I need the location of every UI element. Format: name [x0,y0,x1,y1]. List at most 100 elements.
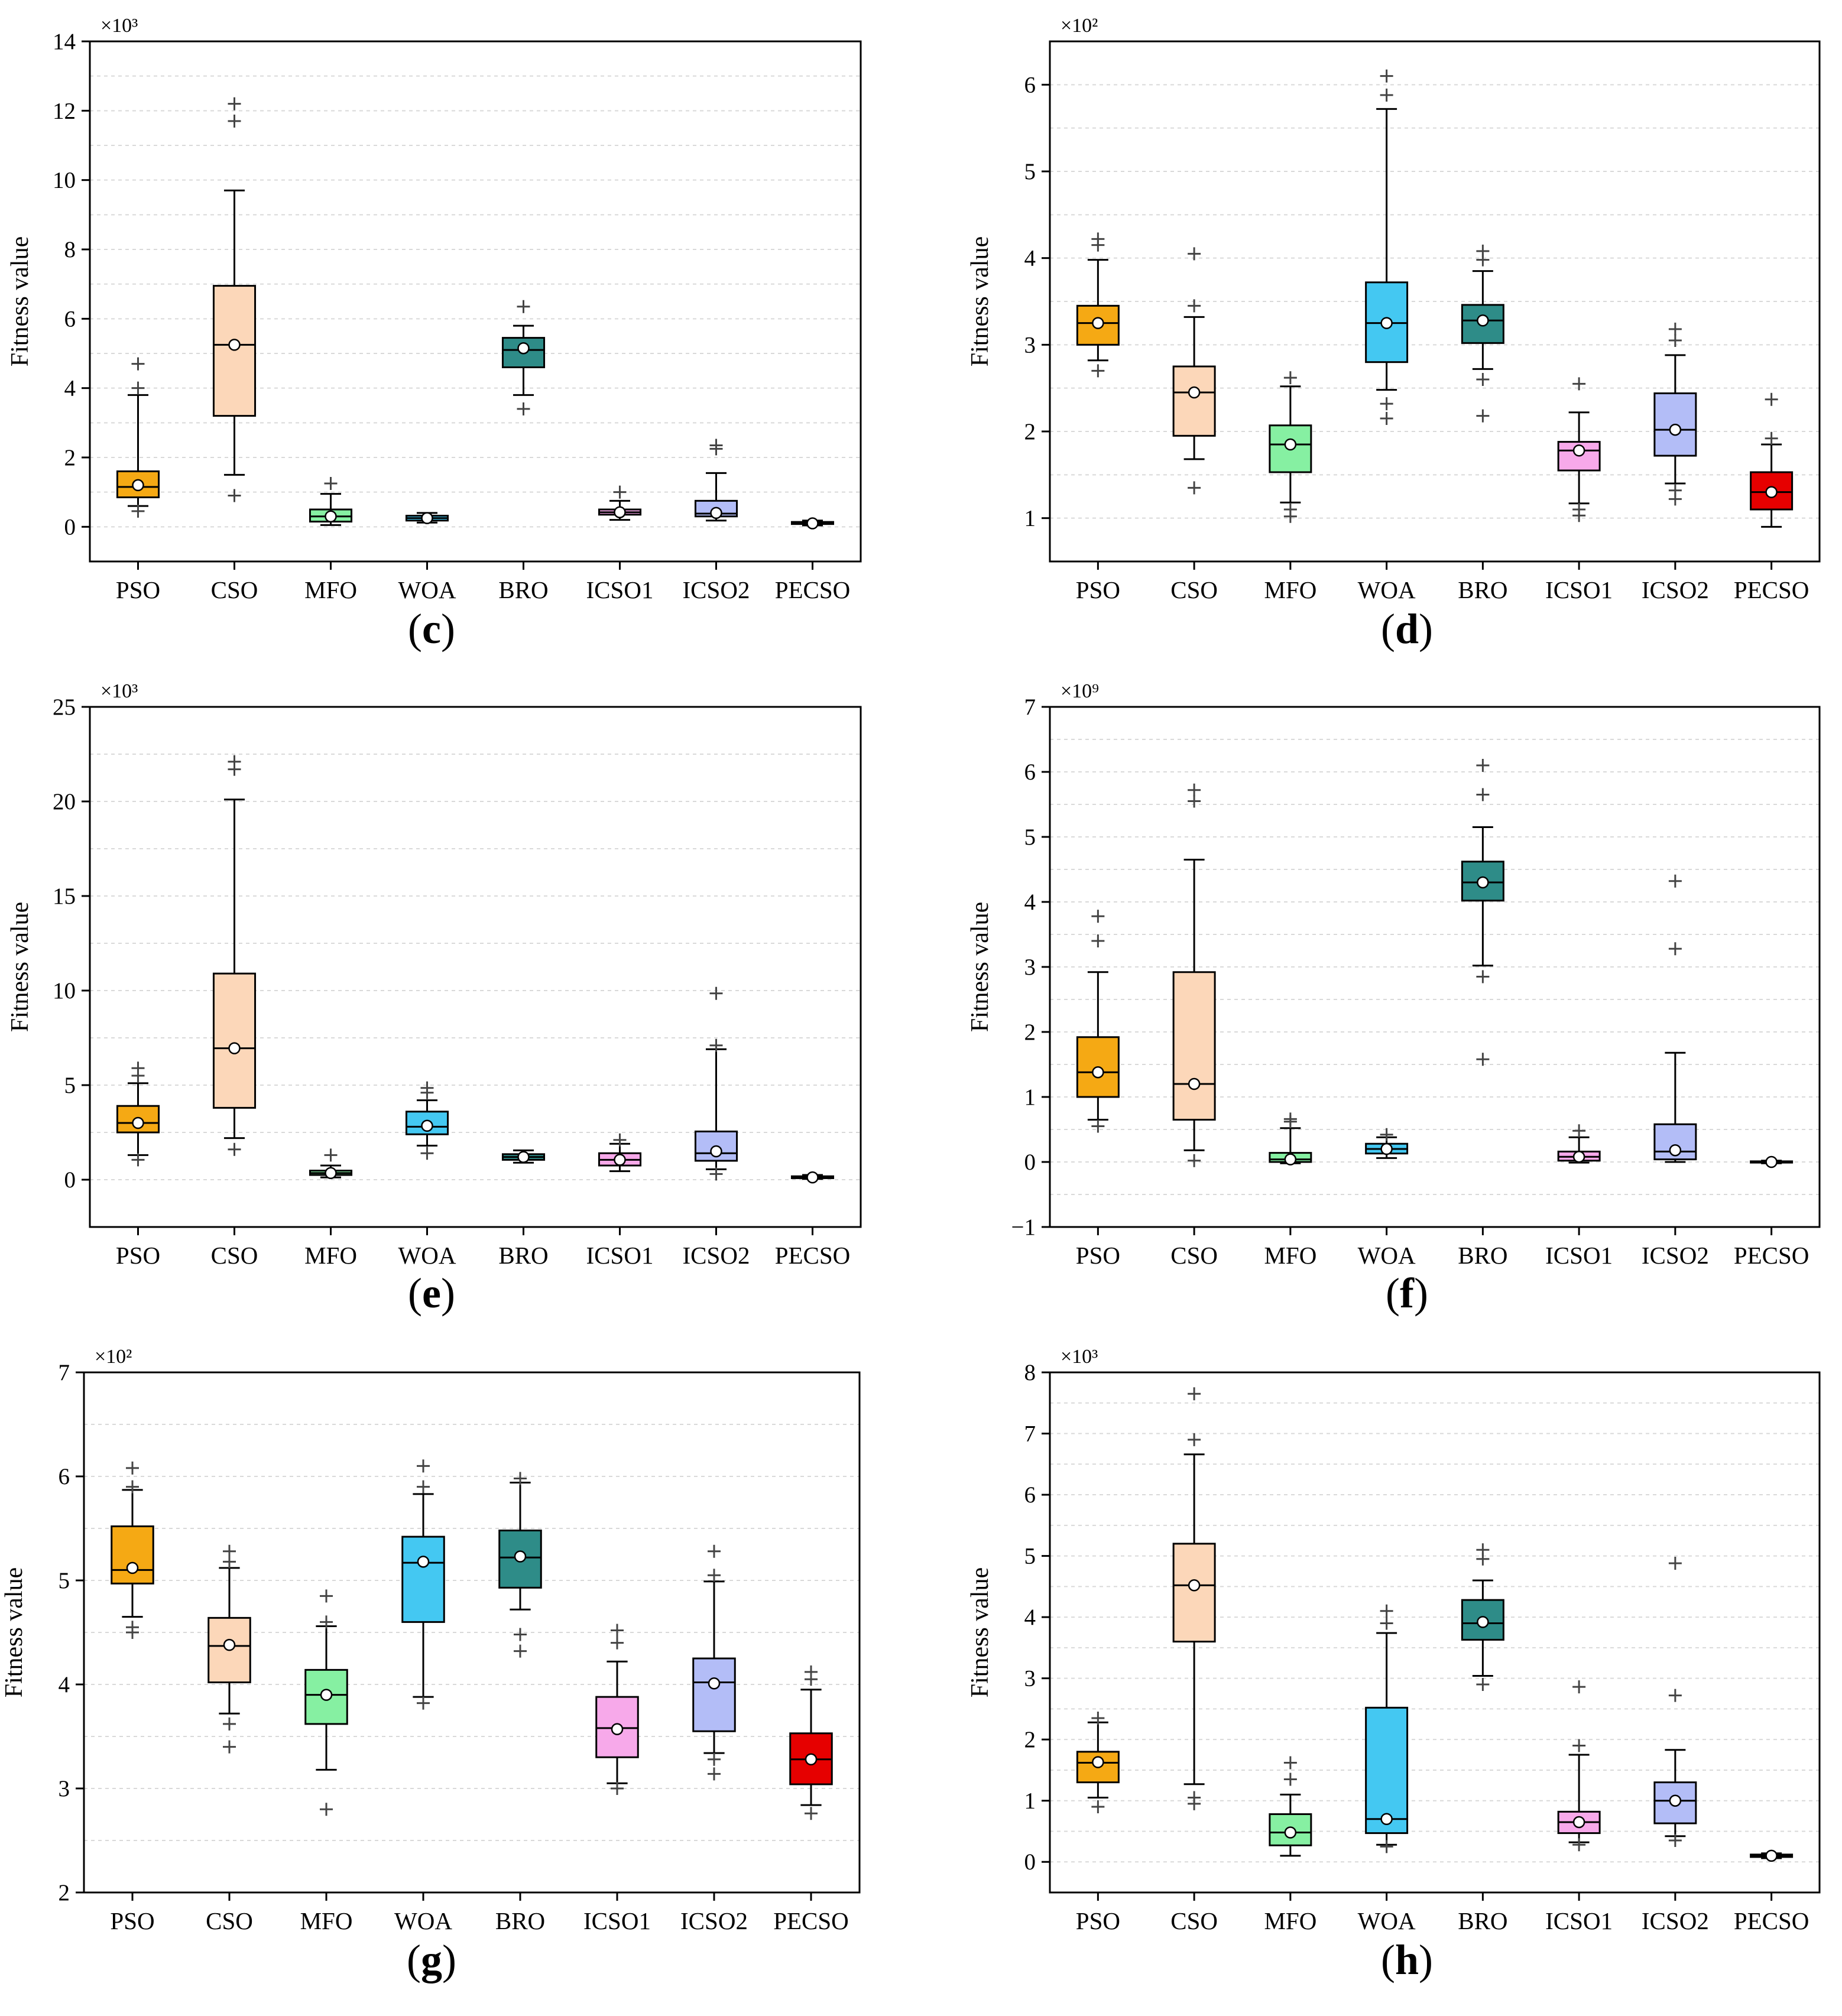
outlier-marker [223,1544,236,1558]
y-tick-label: 3 [1024,1666,1036,1692]
x-category-label: BRO [1458,1907,1507,1934]
outlier-marker [1572,1739,1586,1752]
outlier-marker [324,1148,338,1162]
outlier-marker [1476,1678,1490,1691]
x-category-label: PECSO [775,1242,851,1269]
y-tick-label: 2 [59,1880,70,1905]
outlier-marker [1572,377,1586,391]
x-category-label: CSO [206,1907,253,1934]
mean-marker [1669,1144,1682,1157]
mean-marker [614,1154,626,1166]
y-tick-label: 2 [1024,1020,1036,1045]
plot-frame [89,706,862,1228]
outlier-marker [709,439,723,452]
outlier-marker [1380,412,1393,425]
y-tick-label: 25 [53,694,76,720]
outlier-marker [1188,299,1201,313]
box-cso [207,1544,251,1754]
y-tick-label: 3 [1024,332,1036,358]
box-icso1 [598,485,642,521]
box-iqr [401,1535,445,1623]
y-tick-label: 4 [59,1672,70,1697]
x-category-label: ICSO2 [1642,1907,1709,1934]
y-tick-label: 0 [1024,1150,1036,1175]
outlier-marker [228,755,241,768]
mean-marker [710,1145,722,1158]
outlier-marker [708,1752,721,1766]
outlier-marker [417,1459,430,1473]
mean-marker [1765,1849,1778,1862]
axis-multiplier: ×10³ [100,15,138,37]
mean-marker [325,1167,337,1180]
box-iqr [111,1525,154,1585]
outlier-marker [228,1142,241,1156]
y-tick-label: 5 [1024,159,1036,184]
outlier-marker [228,489,241,502]
outlier-marker [1476,373,1490,386]
box-icso2 [1653,1557,1697,1847]
x-category-label: ICSO2 [683,576,750,603]
box-pso [1076,232,1120,378]
y-tick-label: 3 [59,1776,70,1801]
box-icso1 [598,1133,642,1173]
y-tick-label: 2 [1024,1727,1036,1752]
outlier-marker [1668,334,1682,347]
outlier-marker [1380,1128,1393,1141]
y-tick-label: 10 [53,168,76,193]
box-iqr [1172,365,1216,437]
mean-marker [1380,1142,1393,1155]
outlier-marker [1188,794,1201,808]
x-category-label: BRO [498,1242,548,1269]
outlier-marker [1188,1433,1201,1446]
outlier-marker [1668,1689,1682,1702]
y-axis-label: Fitness value [1,1567,28,1697]
panel-caption: (h) [1381,1936,1433,1983]
box-iqr [116,470,160,498]
mean-marker [1380,317,1393,329]
y-axis-label: Fitness value [7,236,34,366]
mean-marker [325,510,337,522]
outlier-marker [1188,1387,1201,1401]
outlier-marker [1476,1053,1490,1066]
y-axis-label: Fitness value [7,902,34,1032]
outlier-marker [417,1696,430,1710]
box-mfo [309,1148,353,1180]
box-iqr [692,1657,736,1732]
outlier-marker [126,1461,139,1475]
y-tick-label: 7 [1024,1421,1036,1447]
mean-marker [1572,1150,1585,1163]
mean-marker [1765,1155,1778,1168]
y-axis-label: Fitness value [967,236,994,366]
outlier-marker [1668,942,1682,956]
x-category-label: BRO [495,1907,545,1934]
outlier-marker [320,1615,333,1629]
box-pso [1076,910,1120,1133]
x-category-label: MFO [300,1907,353,1934]
panel-caption: (c) [408,605,455,652]
mean-marker [228,339,241,351]
box-cso [1172,783,1216,1167]
outlier-marker [1188,247,1201,261]
box-icso2 [1653,322,1697,506]
x-category-label: CSO [211,576,258,603]
box-bro [1461,759,1504,1066]
outlier-marker [1188,1154,1201,1167]
box-iqr [207,1616,251,1683]
y-tick-label: 0 [64,514,76,540]
x-category-label: WOA [1358,1242,1416,1269]
x-category-label: BRO [498,576,548,603]
x-category-label: PSO [116,576,160,603]
y-tick-label: 1 [1024,1788,1036,1814]
outlier-marker [228,114,241,128]
mean-marker [517,1151,530,1163]
mean-marker [614,506,626,518]
box-cso [1172,247,1216,495]
x-category-label: ICSO1 [1545,1907,1613,1934]
mean-marker [805,1753,818,1765]
outlier-marker [1380,397,1393,411]
x-category-label: PSO [1076,576,1120,603]
box-pecso [790,517,835,530]
box-mfo [309,477,353,526]
